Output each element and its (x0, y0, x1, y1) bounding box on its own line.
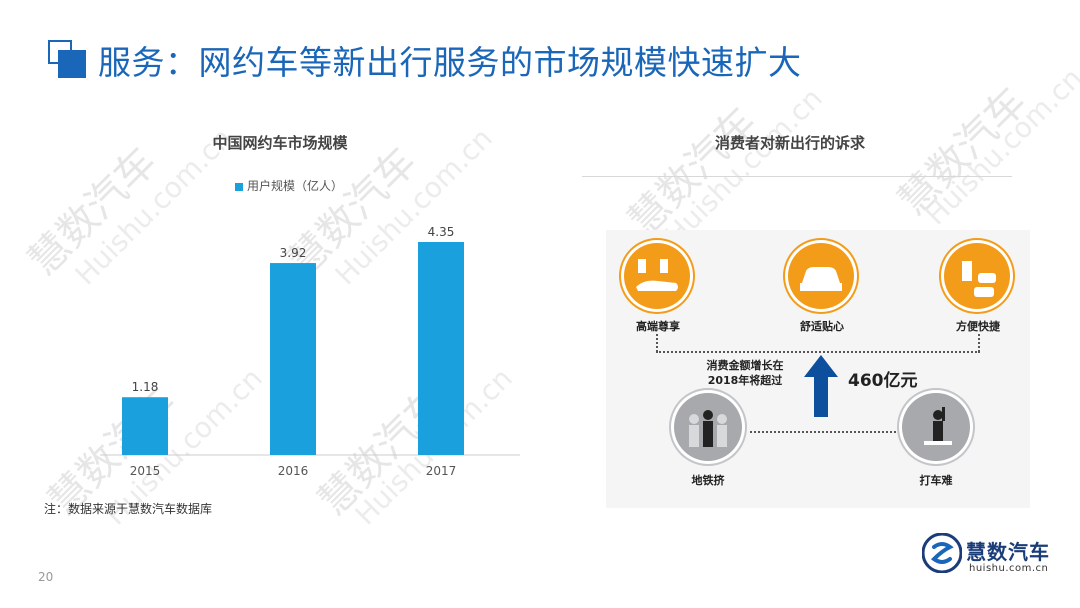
luxury-icon (624, 243, 690, 309)
connector (978, 334, 980, 352)
bar-2015 (122, 397, 168, 455)
need-luxury-label: 高端尊享 (636, 320, 680, 333)
connector (656, 334, 658, 352)
panel-title: 消费者对新出行的诉求 (714, 134, 865, 152)
tick-label-2017: 2017 (426, 464, 457, 478)
connector (656, 351, 980, 353)
tick-label-2015: 2015 (130, 464, 161, 478)
chart-legend: 用户规模（亿人） (235, 177, 343, 194)
data-label-2017: 4.35 (428, 225, 455, 239)
panel-divider (582, 176, 1012, 177)
title-deco-square (58, 50, 86, 78)
connector (750, 431, 900, 433)
logo-url: huishu.com.cn (969, 563, 1049, 574)
data-label-2016: 3.92 (280, 246, 307, 260)
data-label-2015: 1.18 (132, 380, 159, 394)
page-title: 服务：网约车等新出行服务的市场规模快速扩大 (98, 43, 802, 82)
pain-subway-label: 地铁挤 (691, 474, 725, 487)
bar-2016 (270, 263, 316, 455)
huishu-logo-icon (922, 533, 962, 573)
logo-name: 慧数汽车 (966, 540, 1050, 564)
growth-arrow-icon (804, 355, 838, 417)
comfort-icon (788, 243, 854, 309)
growth-text: 消费金额增长在 2018年将超过 (695, 358, 795, 388)
crowded-subway-icon (674, 393, 742, 461)
need-convenience-label: 方便快捷 (956, 320, 1000, 333)
convenience-icon (944, 243, 1010, 309)
bar-2017 (418, 242, 464, 455)
growth-text-line1: 消费金额增长在 (706, 359, 784, 372)
taxi-hailing-icon (902, 393, 970, 461)
data-source-note: 注：数据来源于慧数汽车数据库 (44, 502, 213, 516)
tick-label-2016: 2016 (278, 464, 309, 478)
page-number: 20 (38, 570, 54, 584)
bar-chart: 1.18 2015 3.92 2016 4.35 2017 (100, 225, 520, 478)
legend-label: 用户规模（亿人） (247, 179, 344, 193)
chart-title: 中国网约车市场规模 (212, 134, 348, 152)
pain-taxi-label: 打车难 (919, 474, 953, 487)
growth-value: 460亿元 (848, 371, 918, 391)
growth-text-line2: 2018年将超过 (707, 374, 783, 387)
legend-swatch (235, 182, 243, 191)
need-comfort-label: 舒适贴心 (800, 320, 844, 333)
